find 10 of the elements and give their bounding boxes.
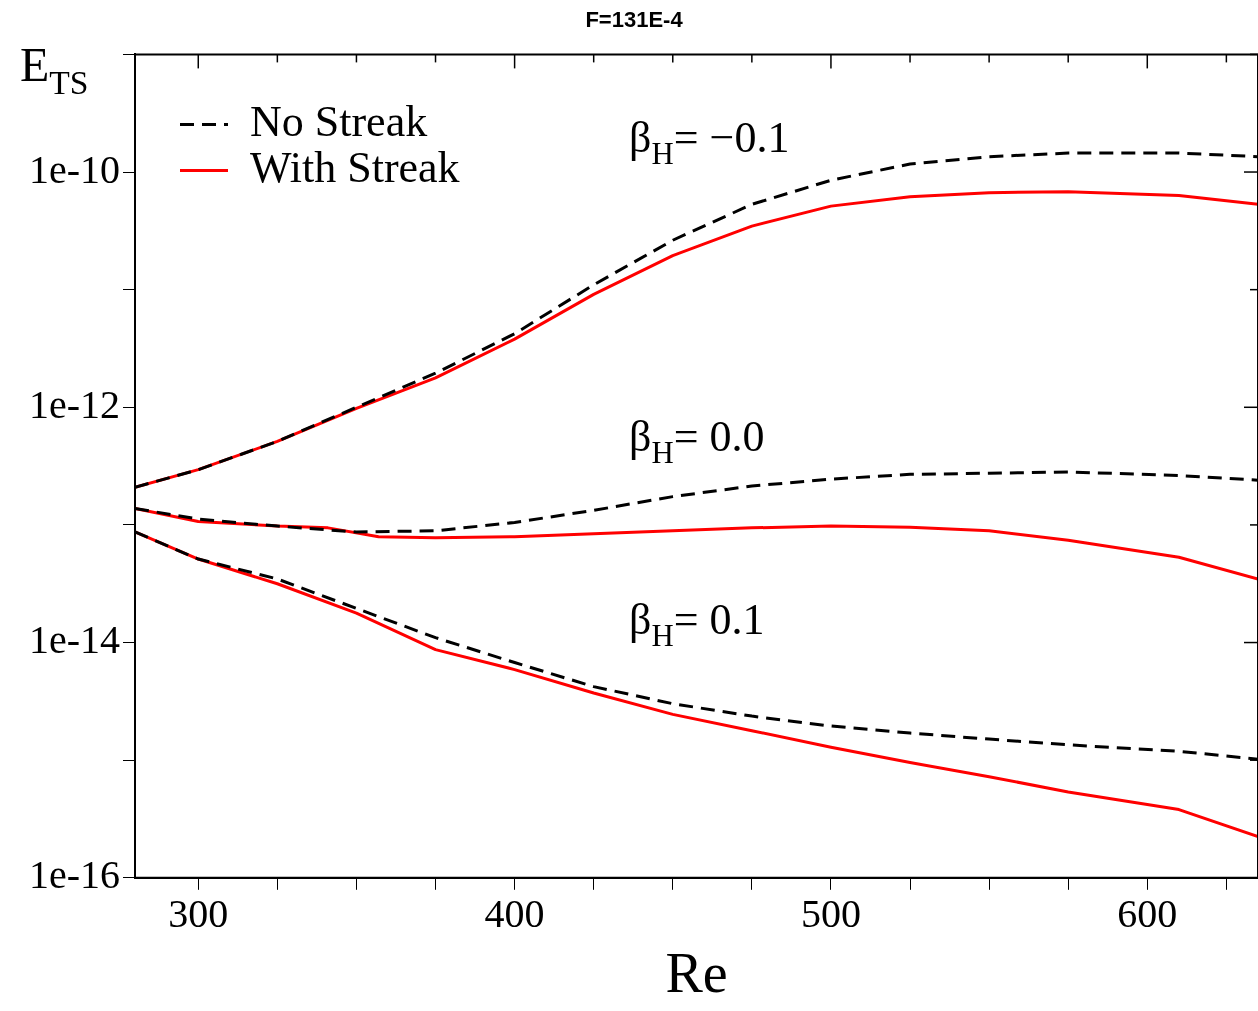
y-tick-label: 1e-16 bbox=[28, 852, 120, 898]
x-tick-label: 500 bbox=[800, 891, 861, 937]
chart-title: F=131E-4 bbox=[585, 7, 684, 33]
x-axis-title: Re bbox=[665, 942, 728, 1005]
x-tick-label: 600 bbox=[1117, 891, 1178, 937]
x-tick-label: 300 bbox=[168, 891, 229, 937]
y-tick-label: 1e-14 bbox=[28, 617, 120, 663]
y-tick-label: 1e-12 bbox=[28, 381, 120, 427]
y-tick-label: 1e-10 bbox=[28, 146, 120, 192]
x-tick-label: 400 bbox=[484, 891, 545, 937]
